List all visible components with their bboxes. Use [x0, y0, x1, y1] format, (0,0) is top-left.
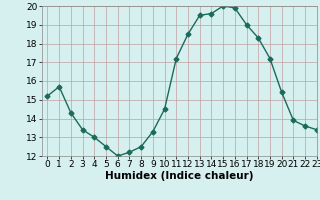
X-axis label: Humidex (Indice chaleur): Humidex (Indice chaleur) — [105, 171, 253, 181]
